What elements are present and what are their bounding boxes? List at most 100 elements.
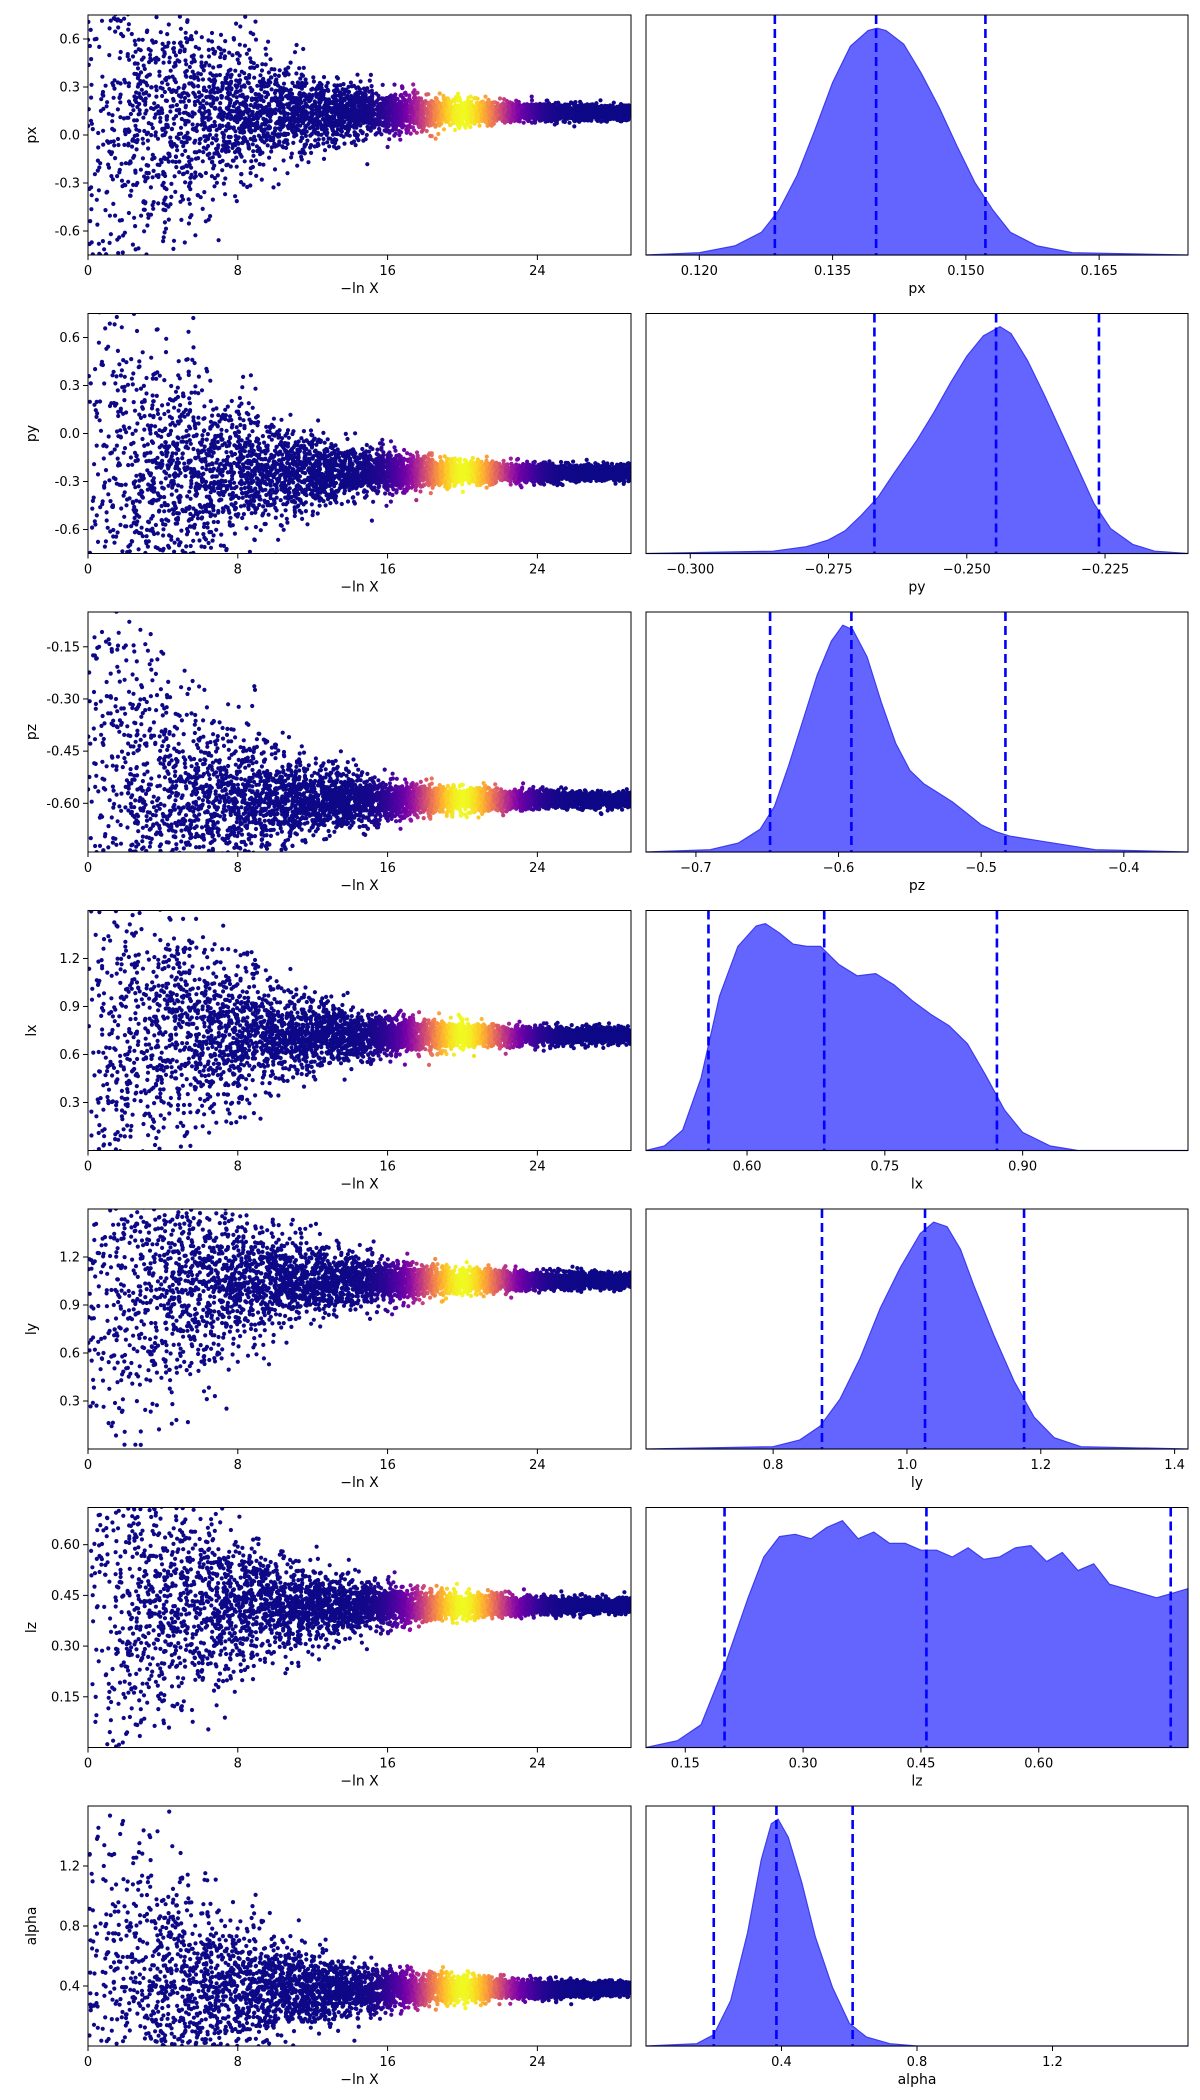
sample-point [311,129,316,134]
sample-point [342,141,347,146]
sample-point [326,97,331,102]
sample-point [122,142,127,147]
sample-point [315,84,320,89]
sample-point [129,31,134,37]
sample-point [599,119,604,124]
sample-point [105,290,109,294]
sample-point [89,95,94,100]
sample-point [331,122,336,127]
sample-point [174,88,179,93]
sample-point [222,48,227,53]
sample-point [97,44,102,50]
sample-point [111,139,116,144]
sample-point [206,143,211,149]
sample-point [110,126,115,131]
sample-point [88,27,93,32]
sample-point [188,75,193,80]
sample-point [108,232,113,237]
sample-point [163,226,169,231]
sample-point [152,101,157,106]
sample-point [225,115,230,120]
sample-point [561,119,566,124]
sample-point [251,149,256,154]
sample-point [159,160,164,165]
sample-point [416,96,421,101]
sample-point [107,53,112,58]
sample-point [299,154,304,159]
sample-point [516,112,521,117]
sample-point [126,143,131,148]
sample-point [198,105,203,110]
sample-point [205,152,210,157]
sample-point [207,84,212,89]
sample-point [160,80,165,85]
sample-point [295,100,300,105]
sample-point [196,84,201,89]
sample-point [246,107,251,112]
sample-point [468,124,473,130]
sample-point [139,213,144,218]
sample-point [249,59,254,64]
sample-point [298,76,303,81]
sample-point [316,143,321,148]
sample-point [140,136,145,141]
sample-point [281,158,286,163]
sample-point [112,78,117,83]
sample-point [228,67,233,72]
sample-point [408,131,413,136]
sample-point [223,192,228,197]
sample-point [230,145,235,150]
sample-point [233,129,238,134]
sample-point [241,182,246,187]
sample-point [98,252,103,255]
sample-point [131,108,136,113]
sample-point [540,105,545,110]
sample-point [137,101,142,107]
sample-point [377,127,382,132]
sample-point [234,99,240,104]
sample-point [100,74,105,79]
sample-point [475,96,480,101]
sample-point [348,80,353,85]
sample-point [104,252,109,255]
sample-point [221,135,226,140]
sample-point [123,127,128,132]
sample-point [107,265,111,269]
sample-point [250,164,255,170]
sample-point [193,44,198,50]
sample-point [324,84,329,89]
sample-point [163,208,168,213]
sample-point [330,101,335,106]
sample-point [456,108,461,113]
sample-point [115,107,120,112]
sample-point [195,122,200,127]
sample-point [588,102,593,107]
sample-point [321,156,327,161]
sample-point [344,131,349,136]
sample-point [148,185,153,190]
sample-point [517,117,522,122]
sample-point [130,242,135,247]
sample-point [449,100,454,105]
sample-point [303,77,308,82]
sample-point [161,169,166,175]
sample-point [171,88,176,93]
sample-point [369,84,374,89]
sample-point [184,74,189,79]
sample-point [200,118,205,123]
sample-point [273,79,278,84]
sample-point [163,77,168,82]
sample-point [209,141,215,146]
sample-point [285,171,290,176]
sample-point [182,95,188,101]
sample-point [132,71,137,76]
sample-point [290,91,295,96]
sample-point [162,197,167,202]
sample-point [104,190,109,195]
sample-point [146,215,151,220]
sample-point [466,95,471,100]
sample-point [162,185,167,190]
sample-point [259,68,265,73]
sample-point [177,10,181,14]
sample-point [110,119,115,124]
